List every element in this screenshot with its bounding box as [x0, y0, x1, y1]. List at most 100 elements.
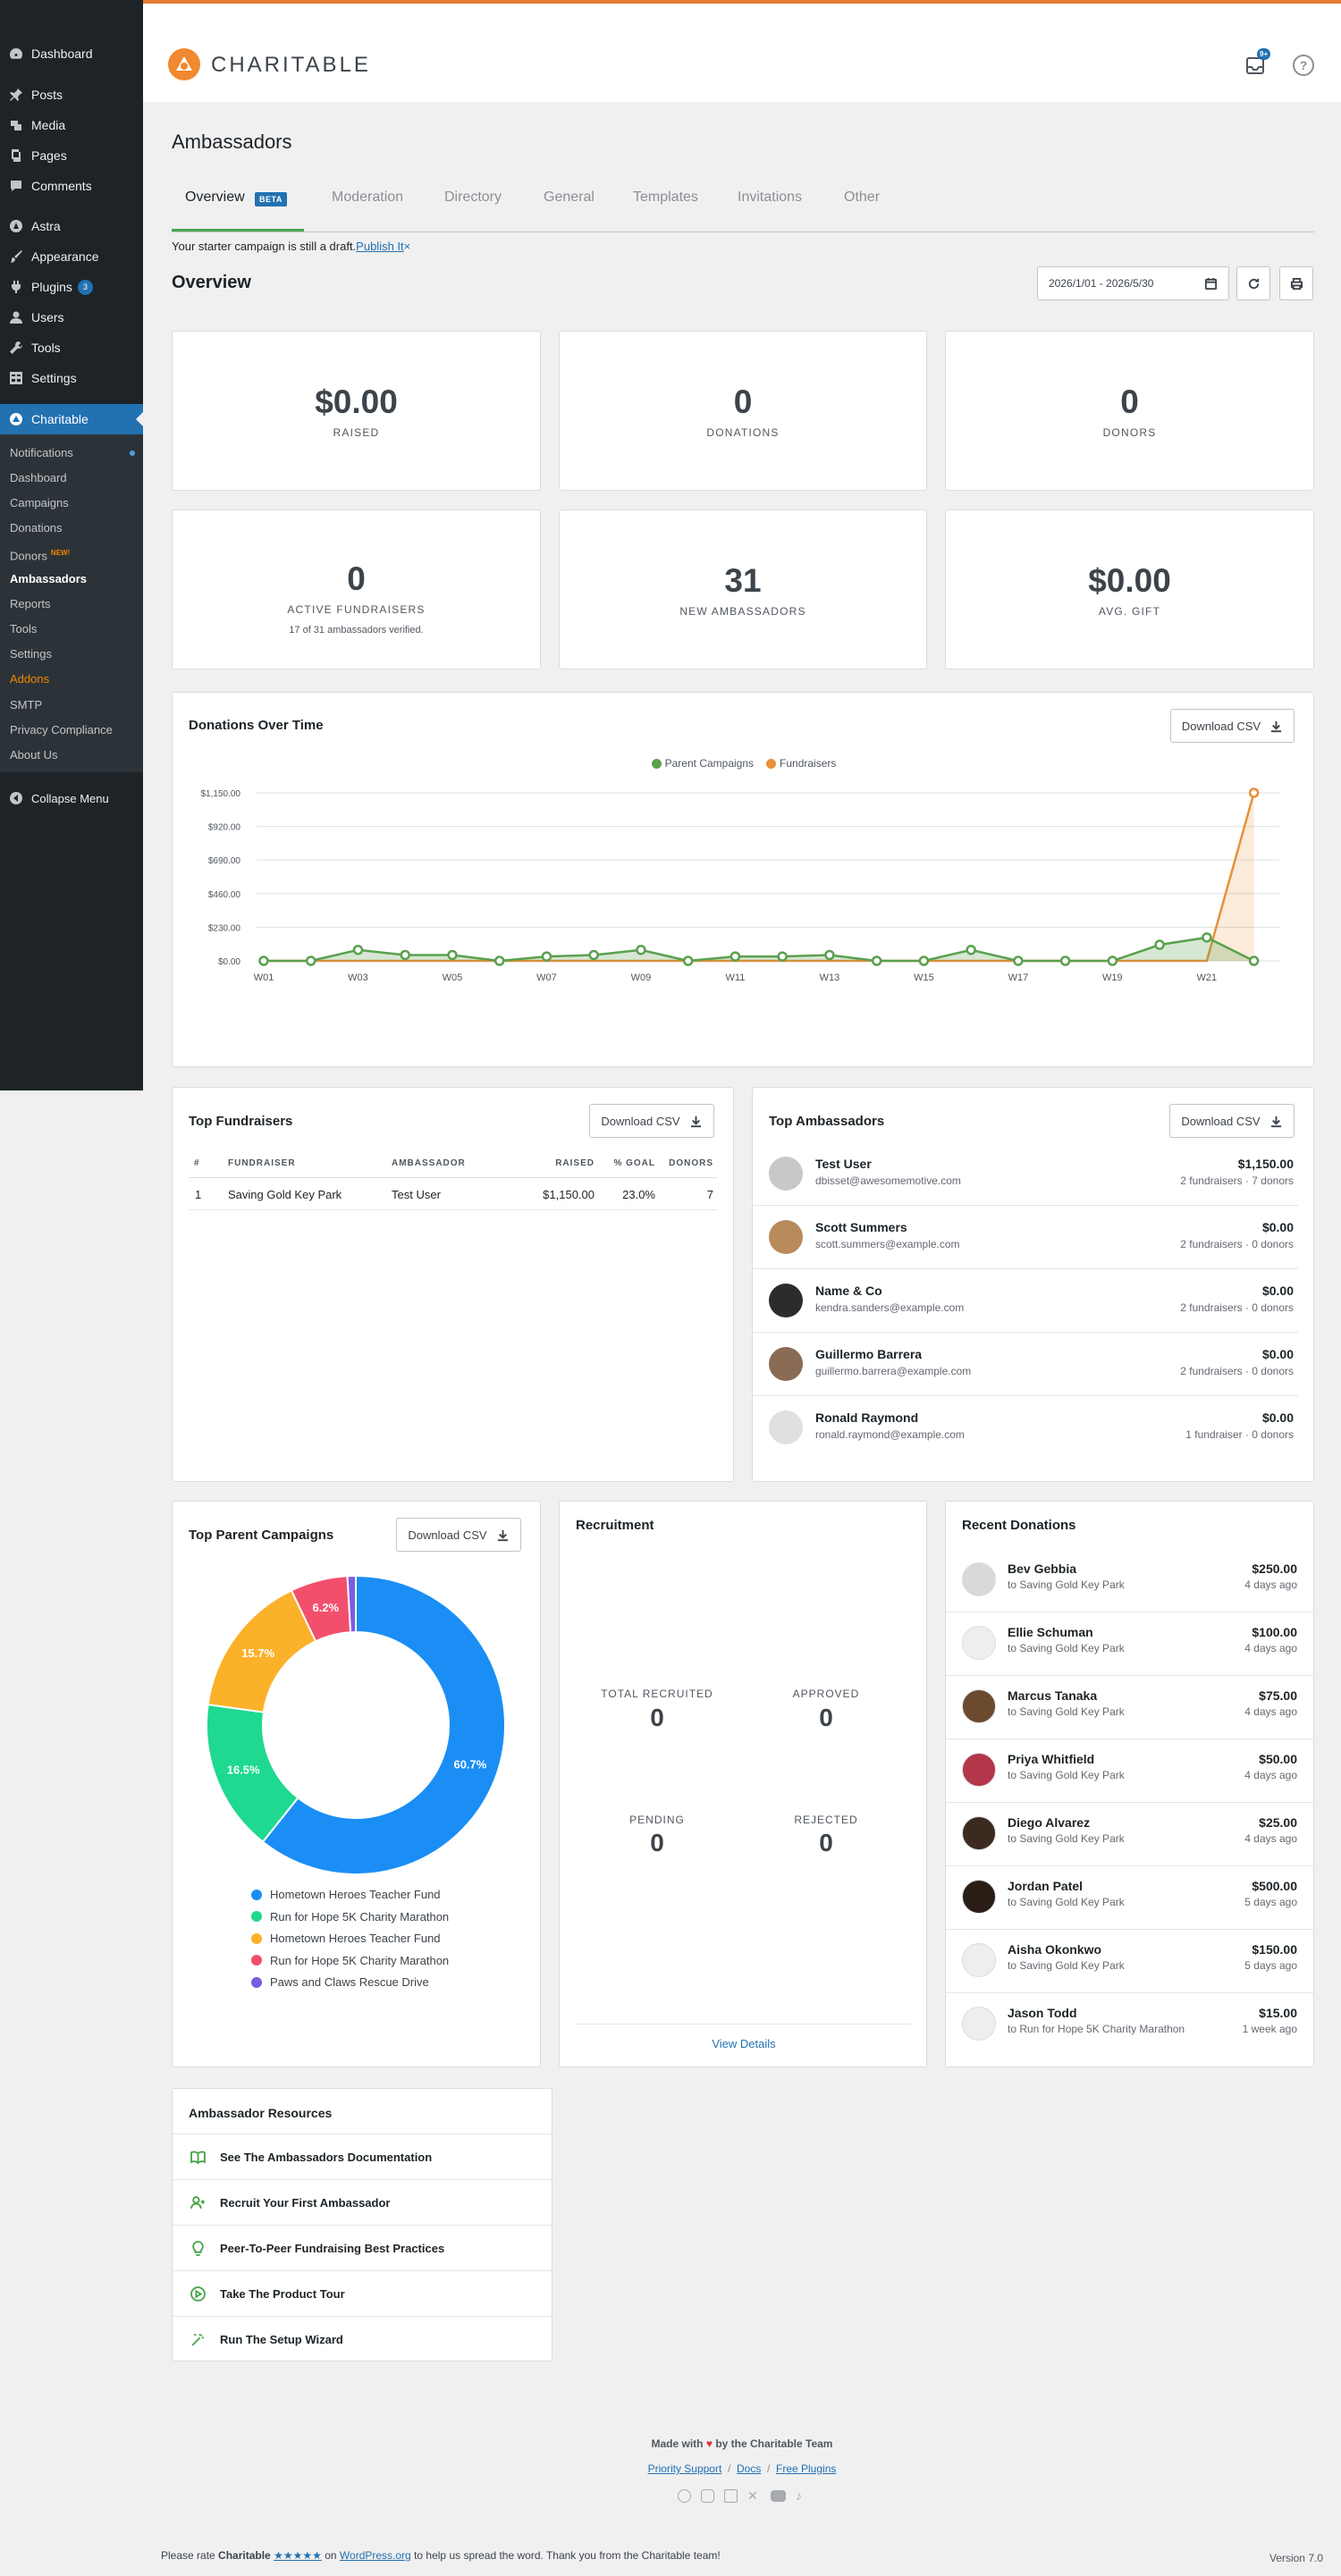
- notice-close[interactable]: ×: [403, 240, 411, 253]
- donation-row[interactable]: Aisha Okonkwo to Saving Gold Key Park $150…: [946, 1930, 1315, 1993]
- donut-legend-item[interactable]: Run for Hope 5K Charity Marathon: [251, 1954, 449, 1967]
- donut-slice[interactable]: [261, 1574, 506, 1875]
- submenu-notifications[interactable]: Notifications: [10, 444, 135, 462]
- data-point[interactable]: [1059, 955, 1071, 966]
- donut-slice[interactable]: [346, 1574, 357, 1634]
- submenu-reports[interactable]: Reports: [10, 597, 51, 610]
- submenu-donations[interactable]: Donations: [10, 521, 63, 535]
- data-point[interactable]: [1248, 955, 1260, 966]
- submenu-ambassadors[interactable]: Ambassadors: [10, 572, 87, 585]
- menu-dashboard[interactable]: Dashboard: [0, 38, 143, 69]
- download-csv-fundraisers-button[interactable]: Download CSV: [589, 1104, 714, 1138]
- menu-pages[interactable]: Pages: [0, 140, 143, 171]
- submenu-smtp[interactable]: SMTP: [10, 698, 43, 711]
- wordpress-org-link[interactable]: WordPress.org: [339, 2549, 411, 2562]
- inbox-button[interactable]: 9+: [1244, 48, 1271, 77]
- data-point[interactable]: [305, 955, 316, 966]
- submenu-dashboard[interactable]: Dashboard: [10, 471, 67, 484]
- donation-row[interactable]: Priya Whitfield to Saving Gold Key Park $5…: [946, 1739, 1315, 1803]
- menu-comments[interactable]: Comments: [0, 171, 143, 201]
- facebook-icon[interactable]: [678, 2489, 691, 2503]
- docs-link[interactable]: Docs: [736, 2462, 762, 2475]
- free-plugins-link[interactable]: Free Plugins: [776, 2462, 837, 2475]
- submenu-tools[interactable]: Tools: [10, 622, 38, 636]
- ambassador-row[interactable]: Name & Co kendra.sanders@example.com $0.00…: [753, 1269, 1298, 1333]
- ambassador-row[interactable]: Test User dbisset@awesomemotive.com $1,150…: [753, 1142, 1298, 1206]
- date-range-picker[interactable]: 2026/1/01 - 2026/5/30: [1037, 266, 1229, 300]
- data-point[interactable]: [1154, 939, 1165, 950]
- data-point[interactable]: [966, 944, 976, 955]
- menu-users[interactable]: Users: [0, 302, 143, 333]
- table-row[interactable]: 1 Saving Gold Key Park Test User $1,150.…: [189, 1178, 717, 1210]
- refresh-button[interactable]: [1236, 266, 1270, 300]
- data-point[interactable]: [871, 955, 882, 966]
- download-csv-campaigns-button[interactable]: Download CSV: [396, 1518, 521, 1552]
- instagram-icon[interactable]: [701, 2489, 714, 2503]
- rating-stars-link[interactable]: ★★★★★: [274, 2549, 322, 2562]
- donation-row[interactable]: Marcus Tanaka to Saving Gold Key Park $75.…: [946, 1676, 1315, 1739]
- data-point[interactable]: [1013, 955, 1024, 966]
- menu-astra[interactable]: Astra: [0, 211, 143, 241]
- publish-link[interactable]: Publish It: [356, 240, 404, 253]
- submenu-about-us[interactable]: About Us: [10, 748, 58, 762]
- download-csv-button[interactable]: Download CSV: [1170, 709, 1295, 743]
- tab-general[interactable]: General: [544, 189, 595, 205]
- priority-support-link[interactable]: Priority Support: [647, 2462, 722, 2475]
- resource-product-tour[interactable]: Take The Product Tour: [173, 2270, 552, 2316]
- donation-row[interactable]: Bev Gebbia to Saving Gold Key Park $250.00…: [946, 1549, 1315, 1612]
- donation-row[interactable]: Diego Alvarez to Saving Gold Key Park $25.…: [946, 1803, 1315, 1866]
- data-point[interactable]: [541, 951, 552, 962]
- menu-settings[interactable]: Settings: [0, 363, 143, 393]
- data-point[interactable]: [730, 951, 741, 962]
- data-point[interactable]: [636, 944, 646, 955]
- submenu-campaigns[interactable]: Campaigns: [10, 496, 69, 509]
- help-icon[interactable]: ?: [1293, 55, 1314, 76]
- ambassador-row[interactable]: Guillermo Barrera guillermo.barrera@examp…: [753, 1333, 1298, 1396]
- tab-invitations[interactable]: Invitations: [738, 189, 803, 205]
- menu-media[interactable]: Media: [0, 110, 143, 140]
- data-point[interactable]: [1202, 932, 1212, 943]
- x-twitter-icon[interactable]: ✕: [747, 2488, 758, 2503]
- data-point[interactable]: [918, 955, 930, 966]
- data-point[interactable]: [777, 951, 788, 962]
- submenu-donors[interactable]: Donors NEW!: [10, 549, 71, 563]
- print-button[interactable]: [1279, 266, 1313, 300]
- view-details-link[interactable]: View Details: [712, 2037, 776, 2050]
- ambassador-row[interactable]: Scott Summers scott.summers@example.com $0…: [753, 1206, 1298, 1269]
- menu-posts[interactable]: Posts: [0, 80, 143, 110]
- donut-legend-item[interactable]: Run for Hope 5K Charity Marathon: [251, 1910, 449, 1924]
- donation-row[interactable]: Jason Todd to Run for Hope 5K Charity Mar…: [946, 1993, 1315, 2057]
- submenu-privacy-compliance[interactable]: Privacy Compliance: [10, 723, 113, 737]
- menu-tools[interactable]: Tools: [0, 333, 143, 363]
- resource-setup-wizard[interactable]: Run The Setup Wizard: [173, 2316, 552, 2361]
- submenu-addons[interactable]: Addons: [10, 672, 50, 686]
- menu-charitable[interactable]: Charitable: [0, 404, 143, 434]
- data-point[interactable]: [1248, 787, 1260, 798]
- youtube-icon[interactable]: [771, 2490, 786, 2502]
- resource-recruit[interactable]: Recruit Your First Ambassador: [173, 2179, 552, 2225]
- data-point[interactable]: [447, 949, 458, 961]
- tiktok-icon[interactable]: ♪: [796, 2488, 802, 2503]
- data-point[interactable]: [400, 949, 410, 961]
- data-point[interactable]: [682, 955, 694, 966]
- data-point[interactable]: [493, 955, 505, 966]
- download-csv-ambassadors-button[interactable]: Download CSV: [1169, 1104, 1295, 1138]
- donut-legend-item[interactable]: Hometown Heroes Teacher Fund: [251, 1888, 441, 1901]
- data-point[interactable]: [824, 949, 835, 961]
- tab-moderation[interactable]: Moderation: [332, 189, 404, 205]
- menu-appearance[interactable]: Appearance: [0, 241, 143, 272]
- donation-row[interactable]: Jordan Patel to Saving Gold Key Park $500.…: [946, 1866, 1315, 1930]
- menu-plugins[interactable]: Plugins 3: [0, 272, 143, 302]
- collapse-menu-button[interactable]: Collapse Menu: [0, 783, 143, 813]
- data-point[interactable]: [258, 955, 269, 966]
- tab-directory[interactable]: Directory: [444, 189, 502, 205]
- tab-overview[interactable]: Overview BETA: [185, 189, 287, 206]
- tab-other[interactable]: Other: [844, 189, 881, 205]
- donation-row[interactable]: Ellie Schuman to Saving Gold Key Park $100…: [946, 1612, 1315, 1676]
- donut-legend-item[interactable]: Paws and Claws Rescue Drive: [251, 1975, 429, 1989]
- tab-templates[interactable]: Templates: [633, 189, 698, 205]
- linkedin-icon[interactable]: [724, 2489, 738, 2503]
- ambassador-row[interactable]: Ronald Raymond ronald.raymond@example.com…: [753, 1396, 1298, 1460]
- donut-legend-item[interactable]: Hometown Heroes Teacher Fund: [251, 1932, 441, 1945]
- resource-documentation[interactable]: See The Ambassadors Documentation: [173, 2134, 552, 2179]
